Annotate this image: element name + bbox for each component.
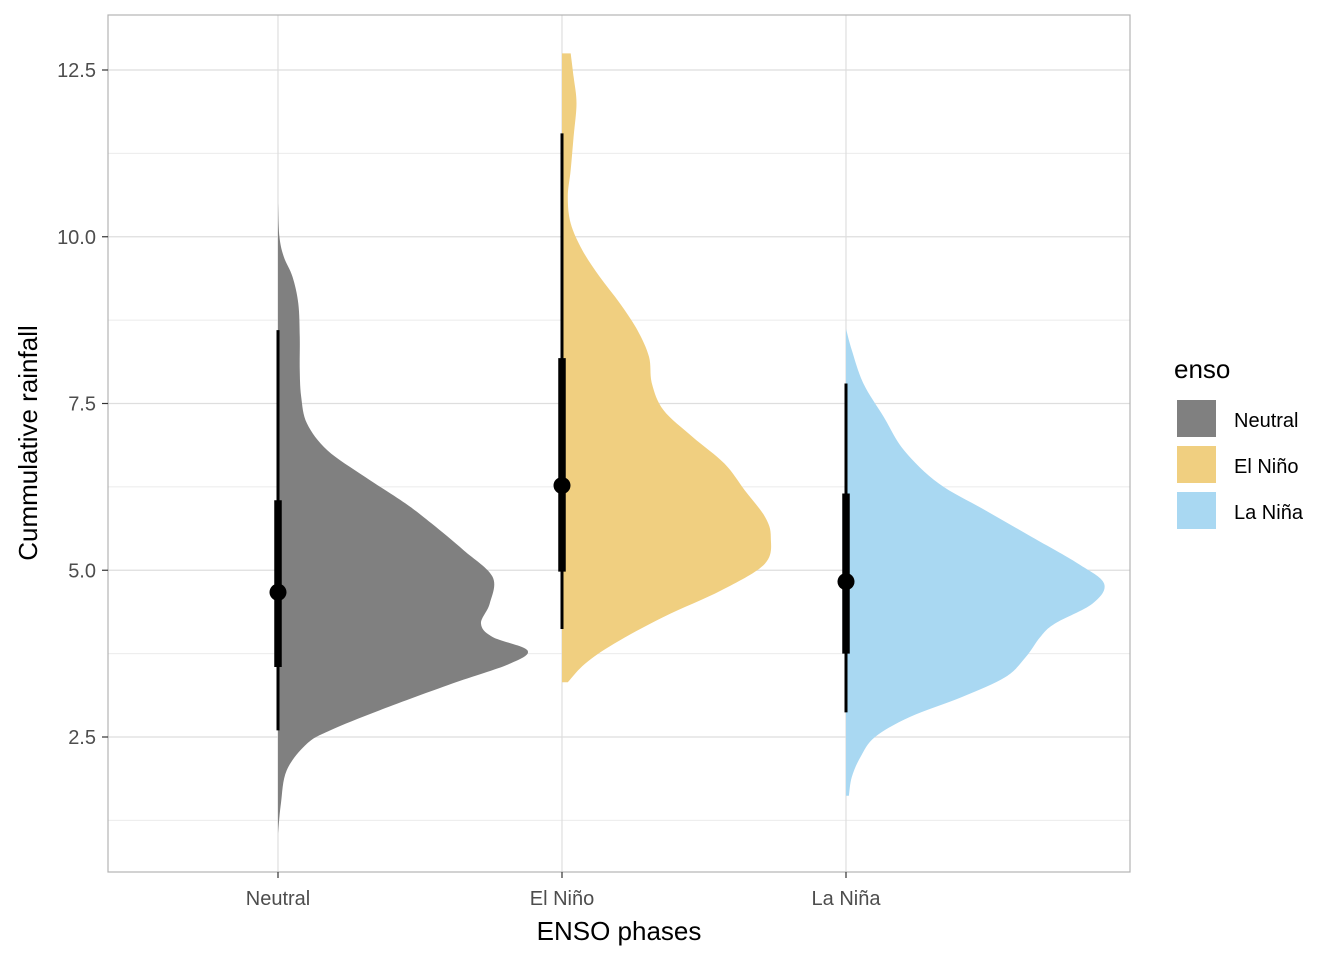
x-axis-ticks: Neutral El Niño La Niña — [246, 872, 882, 910]
violin-Neutral — [278, 203, 529, 834]
y-tick-label: 10.0 — [57, 227, 96, 249]
violin-La Niña — [846, 328, 1105, 796]
median-point — [837, 573, 855, 591]
plot-panel-border — [107, 14, 1131, 873]
x-tick-label: El Niño — [530, 888, 594, 910]
legend-label: Neutral — [1234, 410, 1298, 432]
violin-El Niño — [562, 53, 772, 683]
legend: enso Neutral El Niño La Niña — [1174, 354, 1304, 529]
x-tick-label: Neutral — [246, 888, 310, 910]
legend-key-El Niño — [1177, 446, 1216, 483]
violins — [278, 53, 1105, 834]
legend-label: La Niña — [1234, 502, 1304, 524]
median-point — [269, 583, 287, 601]
y-tick-label: 12.5 — [57, 60, 96, 82]
y-axis-title: Cummulative rainfall — [13, 325, 43, 561]
x-axis-title: ENSO phases — [537, 916, 702, 946]
legend-label: El Niño — [1234, 456, 1298, 478]
x-tick-label: La Niña — [812, 888, 882, 910]
legend-key-Neutral — [1177, 400, 1216, 437]
y-tick-label: 2.5 — [68, 727, 96, 749]
y-tick-label: 5.0 — [68, 560, 96, 582]
y-axis-ticks: 2.5 5.0 7.5 10.0 12.5 — [57, 60, 108, 749]
legend-title: enso — [1174, 354, 1230, 384]
legend-key-La Niña — [1177, 492, 1216, 529]
y-tick-label: 7.5 — [68, 394, 96, 416]
interval-marks — [269, 133, 855, 731]
median-point — [553, 477, 571, 495]
